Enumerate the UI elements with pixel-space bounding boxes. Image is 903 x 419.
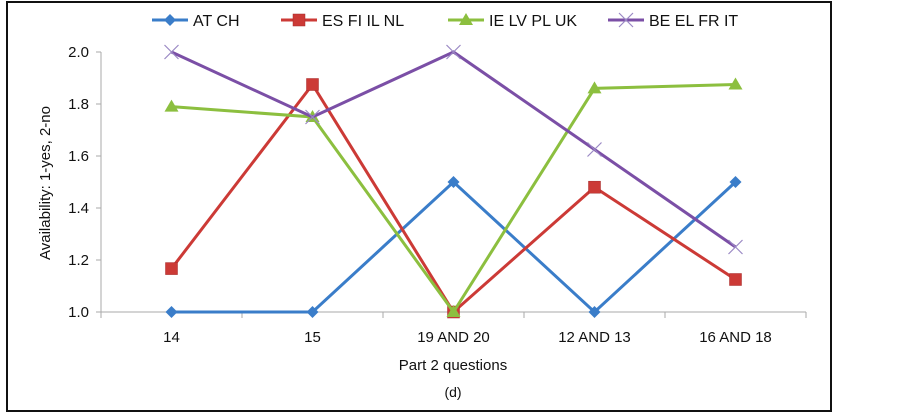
- legend-item: ES FI IL NL: [281, 13, 404, 30]
- x-tick-label: 12 AND 13: [558, 329, 631, 346]
- chart-border: [6, 1, 832, 412]
- legend-label: BE EL FR IT: [649, 13, 738, 30]
- series-group: [164, 44, 743, 319]
- series-ie-lv-pl-uk: [164, 77, 743, 317]
- x-axis-label: Part 2 questions: [399, 357, 507, 374]
- data-point: [728, 77, 743, 90]
- data-point: [587, 142, 602, 157]
- data-point: [447, 176, 460, 188]
- y-tick-label: 1.6: [68, 148, 89, 165]
- x-tick-label: 14: [163, 329, 180, 346]
- y-tick-label: 1.2: [68, 252, 89, 269]
- x-tick-label: 16 AND 18: [699, 329, 772, 346]
- series-line: [171, 83, 736, 315]
- series-line: [170, 81, 737, 315]
- y-tick-label: 2.0: [68, 44, 89, 61]
- data-point: [588, 180, 601, 194]
- x-tick-label: 15: [304, 329, 321, 346]
- data-point: [588, 306, 601, 318]
- legend-marker: [618, 12, 634, 28]
- data-point: [306, 306, 319, 318]
- legend-item: IE LV PL UK: [448, 13, 577, 30]
- x-ticks: 14 15 19 AND 20 12 AND 13 16 AND 18: [100, 312, 807, 346]
- y-ticks: 1.0 1.2 1.4 1.6 1.8 2.0: [68, 44, 101, 321]
- data-point: [446, 44, 461, 60]
- legend-marker: [459, 13, 473, 25]
- data-point: [165, 306, 178, 318]
- data-point: [306, 78, 319, 91]
- series-line: [170, 50, 737, 249]
- data-point: [165, 262, 178, 275]
- legend-item: BE EL FR IT: [608, 12, 738, 30]
- x-tick-label: 19 AND 20: [417, 329, 490, 346]
- data-point: [587, 81, 602, 94]
- legend-marker: [292, 13, 306, 27]
- y-tick-label: 1.8: [68, 96, 89, 113]
- caption: (d): [444, 384, 461, 400]
- data-point: [729, 176, 742, 188]
- series-at-ch: [165, 176, 742, 318]
- legend-item: AT CH: [152, 13, 240, 30]
- data-point: [164, 99, 179, 112]
- series-be-el-fr-it: [164, 44, 743, 255]
- data-point: [729, 273, 742, 286]
- legend-label: ES FI IL NL: [322, 13, 404, 30]
- legend: AT CH ES FI IL NL IE LV PL UK BE EL FR IT: [152, 12, 738, 30]
- y-axis-label: Availability: 1-yes, 2-no: [37, 106, 54, 260]
- series-line: [171, 179, 737, 315]
- data-point: [728, 239, 743, 255]
- legend-label: AT CH: [193, 13, 240, 30]
- data-point: [446, 305, 461, 317]
- legend-label: IE LV PL UK: [489, 13, 577, 30]
- y-tick-label: 1.4: [68, 200, 89, 217]
- legend-marker: [164, 14, 176, 26]
- data-point: [305, 109, 320, 125]
- data-point: [164, 44, 179, 60]
- y-tick-label: 1.0: [68, 304, 89, 321]
- series-es-fi-il-nl: [165, 78, 742, 319]
